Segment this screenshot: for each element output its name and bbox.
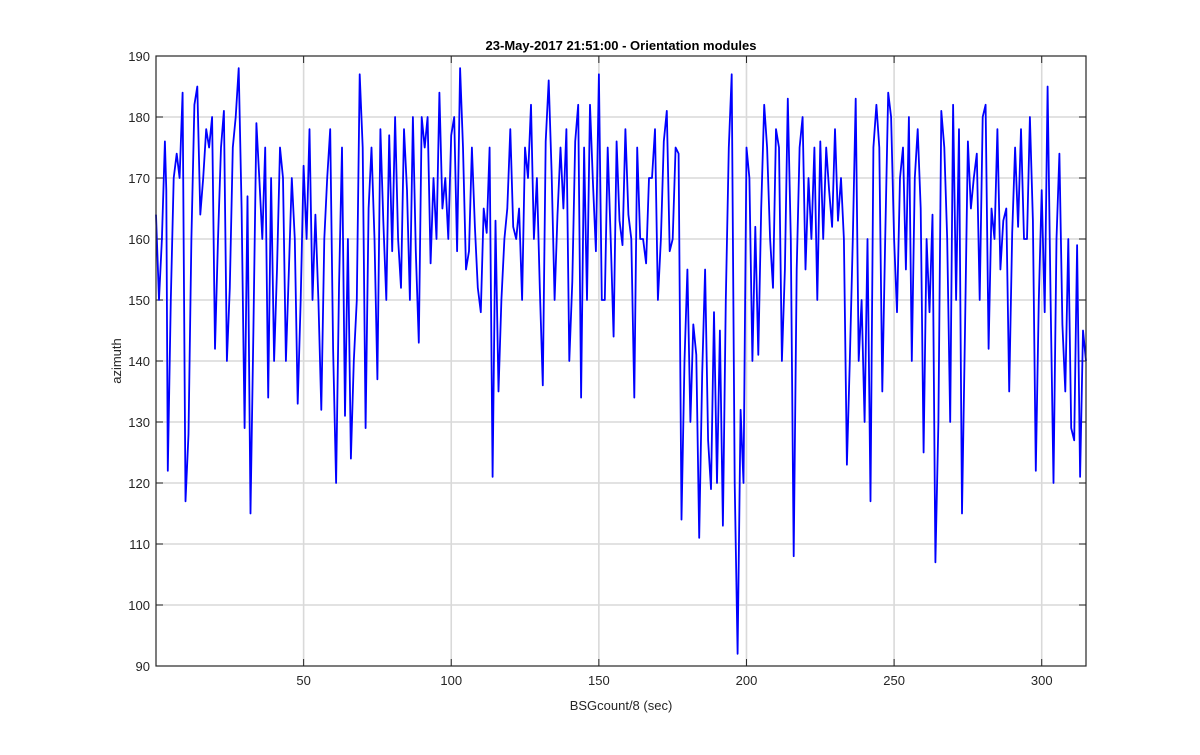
x-tick-label: 300	[1031, 673, 1053, 688]
chart-title: 23-May-2017 21:51:00 - Orientation modul…	[486, 38, 757, 53]
y-tick-label: 120	[128, 476, 150, 491]
x-tick-labels: 50 100 150 200 250 300	[296, 673, 1052, 688]
y-tick-label: 190	[128, 49, 150, 64]
x-tick-label: 200	[736, 673, 758, 688]
y-tick-label: 160	[128, 232, 150, 247]
series-layer	[155, 67, 1087, 655]
y-tick-label: 140	[128, 354, 150, 369]
y-axis-label: azimuth	[109, 338, 124, 384]
y-tick-label: 90	[136, 659, 150, 674]
series-line	[155, 67, 1087, 655]
y-tick-label: 150	[128, 293, 150, 308]
y-tick-label: 130	[128, 415, 150, 430]
y-tick-label: 100	[128, 598, 150, 613]
grid-lines	[156, 56, 1086, 666]
y-tick-label: 170	[128, 171, 150, 186]
x-tick-label: 150	[588, 673, 610, 688]
y-tick-label: 180	[128, 110, 150, 125]
y-tick-labels: 90 100 110 120 130 140 150 160 170 180 190	[128, 49, 150, 674]
x-axis-label: BSGcount/8 (sec)	[570, 698, 673, 713]
plot-frame	[155, 55, 1087, 667]
y-tick-label: 110	[129, 537, 150, 552]
x-tick-label: 250	[883, 673, 905, 688]
x-tick-label: 50	[296, 673, 310, 688]
x-tick-label: 100	[440, 673, 462, 688]
